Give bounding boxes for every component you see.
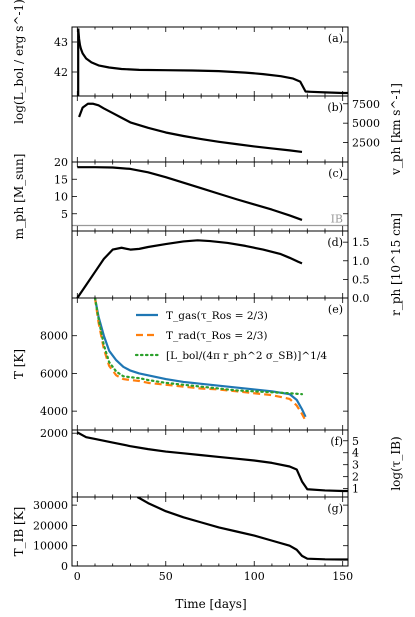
panel-frame: [71, 161, 349, 232]
y-tick-label-left: 30000: [33, 499, 68, 512]
y-tick-label-left: 10000: [33, 540, 68, 553]
y-tick-label-right: 2500: [352, 137, 380, 150]
series-line-1: [77, 28, 348, 95]
y-tick-label-left: 20: [54, 156, 68, 169]
legend-label: T_rad(τ_Ros = 2/3): [166, 330, 268, 342]
y-tick-label-left: 4000: [40, 405, 68, 418]
panel-frame: [71, 95, 349, 163]
panel-tag: (f): [330, 435, 343, 448]
y-tick-label-right: 3: [352, 459, 359, 472]
y-axis-label-right: v_ph [km s^-1]: [389, 83, 403, 176]
annotation-ib: IB: [331, 212, 343, 225]
series-line-3: [93, 298, 304, 396]
y-tick-label-right: 0.0: [352, 292, 370, 305]
y-tick-label-right: 1.0: [352, 255, 370, 268]
y-tick-label-right: 7500: [352, 98, 380, 111]
y-tick-label-left: 5: [61, 208, 68, 221]
y-tick-label-right: 5: [352, 435, 359, 448]
series-line-1: [76, 431, 348, 493]
x-axis-label: Time [days]: [175, 597, 246, 611]
panel-tag: (a): [328, 32, 343, 45]
series-line-1: [76, 239, 303, 298]
y-axis-label-left: m_ph [M_sun]: [12, 154, 26, 240]
y-tick-label-left: 2000: [40, 427, 68, 440]
series-line-1: [77, 166, 303, 221]
panel-d: 0.0 0.5 1.0 1.5 (d) r_ph [10^15 cm]: [71, 213, 403, 316]
y-tick-label-left: 10: [54, 191, 68, 204]
series-line-2: [93, 298, 307, 422]
panel-a: 42 43 (a) log(L_bol / erg s^-1): [12, 0, 349, 124]
panel-tag: (e): [328, 303, 343, 316]
y-axis-label-left: log(L_bol / erg s^-1): [12, 0, 26, 124]
series-line-1: [78, 102, 303, 154]
y-axis-label-right: r_ph [10^15 cm]: [389, 213, 403, 316]
x-axis-tick-labels: 0 50 100 150: [74, 570, 353, 583]
panel-tag: (b): [327, 101, 343, 114]
series-line-1: [136, 497, 348, 561]
y-tick-label-left: 6000: [40, 367, 68, 380]
panel-g: 0 10000 20000 30000 (g) T_IB [K]: [12, 496, 349, 573]
y-axis-label-right: log(τ_IB): [389, 436, 403, 490]
y-tick-label-left: 8000: [40, 330, 68, 343]
y-tick-label-right: 0.5: [352, 273, 370, 286]
panel-frame: [71, 26, 349, 97]
y-tick-label-right: 5000: [352, 117, 380, 130]
y-tick-label-right: 1.5: [352, 236, 370, 249]
x-tick-label: 50: [159, 570, 173, 583]
y-tick-label-left: 42: [54, 66, 68, 79]
panel-tag: (c): [328, 167, 343, 180]
legend: T_gas(τ_Ros = 2/3) T_rad(τ_Ros = 2/3) [L_b…: [134, 310, 327, 362]
x-tick-label: 150: [332, 570, 353, 583]
legend-label: [L_bol/(4π r_ph^2 σ_SB)]^1/4: [166, 350, 327, 362]
y-tick-label-left: 15: [54, 173, 68, 186]
legend-label: T_gas(τ_Ros = 2/3): [166, 310, 268, 322]
panel-c: 5 10 15 20 (c) IB m_ph [M_sun]: [12, 154, 349, 240]
panel-tag: (d): [327, 236, 343, 249]
x-tick-label: 0: [74, 570, 81, 583]
y-axis-label-left: T [K]: [12, 349, 26, 379]
y-tick-label-right: 1: [352, 483, 359, 496]
y-tick-label-left: 43: [54, 36, 68, 49]
panel-frame: [71, 496, 349, 567]
y-axis-label-left: T_IB [K]: [12, 507, 26, 557]
y-tick-label-left: 0: [61, 560, 68, 573]
x-tick-label: 100: [244, 570, 265, 583]
panel-tag: (g): [327, 502, 343, 515]
y-tick-label-left: 20000: [33, 519, 68, 532]
y-tick-label-right: 4: [352, 447, 359, 460]
y-tick-label-right: 2: [352, 471, 359, 484]
